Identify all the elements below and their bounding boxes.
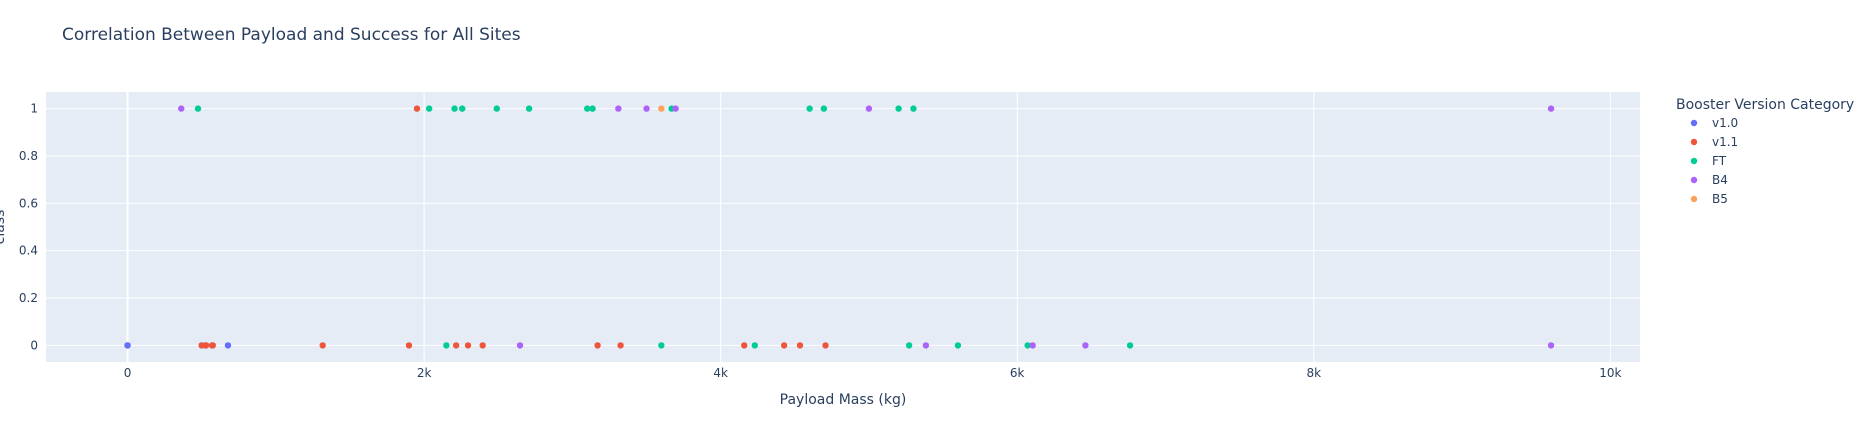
data-point[interactable] bbox=[459, 105, 466, 112]
data-point[interactable] bbox=[405, 342, 413, 349]
data-point[interactable] bbox=[319, 342, 326, 349]
legend-label: v1.1 bbox=[1712, 135, 1738, 149]
data-point[interactable] bbox=[1126, 342, 1134, 349]
x-tick-label: 0 bbox=[124, 366, 132, 380]
data-point[interactable] bbox=[194, 105, 202, 112]
data-point[interactable] bbox=[741, 342, 748, 349]
data-point[interactable] bbox=[905, 342, 913, 349]
y-tick-label: 1 bbox=[30, 102, 38, 116]
data-points[interactable] bbox=[124, 105, 1555, 349]
legend-item[interactable]: B5 bbox=[1690, 192, 1728, 206]
plot-area bbox=[46, 92, 1640, 362]
data-point[interactable] bbox=[425, 105, 433, 112]
y-tick-label: 0.8 bbox=[19, 149, 38, 163]
data-point[interactable] bbox=[865, 105, 873, 112]
chart-title: Correlation Between Payload and Success … bbox=[62, 25, 521, 45]
data-point[interactable] bbox=[525, 105, 533, 112]
data-point[interactable] bbox=[493, 105, 500, 112]
data-point[interactable] bbox=[1547, 105, 1555, 112]
data-point[interactable] bbox=[1082, 342, 1089, 349]
data-point[interactable] bbox=[1029, 342, 1036, 349]
data-point[interactable] bbox=[910, 105, 917, 112]
data-point[interactable] bbox=[452, 342, 460, 349]
legend-marker bbox=[1690, 138, 1698, 146]
legend-item[interactable]: v1.1 bbox=[1690, 135, 1738, 149]
grid-lines bbox=[46, 92, 1640, 362]
legend-title: Booster Version Category bbox=[1676, 97, 1854, 113]
x-tick-label: 4k bbox=[713, 366, 728, 380]
legend-marker bbox=[1690, 176, 1698, 184]
data-point[interactable] bbox=[178, 105, 185, 112]
data-point[interactable] bbox=[589, 105, 596, 112]
data-point[interactable] bbox=[224, 342, 232, 349]
data-point[interactable] bbox=[954, 342, 962, 349]
data-point[interactable] bbox=[617, 342, 624, 349]
data-point[interactable] bbox=[202, 342, 210, 349]
legend-label: v1.0 bbox=[1712, 116, 1738, 130]
y-tick-labels: 0 0.2 0.4 0.6 0.8 1 bbox=[19, 102, 38, 353]
y-tick-label: 0.6 bbox=[19, 196, 38, 210]
data-point[interactable] bbox=[124, 342, 131, 349]
y-tick-label: 0.4 bbox=[19, 244, 38, 258]
x-axis-label: Payload Mass (kg) bbox=[780, 392, 907, 408]
data-point[interactable] bbox=[594, 342, 601, 349]
data-point[interactable] bbox=[1024, 342, 1031, 349]
legend-item[interactable]: v1.0 bbox=[1690, 116, 1738, 130]
data-point[interactable] bbox=[658, 342, 665, 349]
x-tick-labels: 0 2k 4k 6k 8k 10k bbox=[124, 366, 1622, 380]
data-point[interactable] bbox=[413, 105, 421, 112]
legend-marker bbox=[1690, 157, 1698, 165]
data-point[interactable] bbox=[822, 342, 829, 349]
x-tick-label: 8k bbox=[1306, 366, 1321, 380]
data-point[interactable] bbox=[796, 342, 804, 349]
data-point[interactable] bbox=[895, 105, 902, 112]
legend-marker bbox=[1690, 195, 1698, 203]
legend-marker bbox=[1690, 119, 1698, 127]
data-point[interactable] bbox=[780, 342, 788, 349]
data-point[interactable] bbox=[922, 342, 930, 349]
y-tick-label: 0 bbox=[30, 338, 38, 352]
data-point[interactable] bbox=[209, 342, 217, 349]
y-tick-label: 0.2 bbox=[19, 291, 38, 305]
data-point[interactable] bbox=[443, 342, 450, 349]
data-point[interactable] bbox=[615, 105, 622, 112]
data-point[interactable] bbox=[820, 105, 828, 112]
data-point[interactable] bbox=[464, 342, 472, 349]
legend[interactable]: Booster Version Category v1.0 v1.1 FT B4 B5 bbox=[1676, 97, 1854, 206]
data-point[interactable] bbox=[672, 105, 679, 112]
data-point[interactable] bbox=[198, 342, 205, 349]
data-point[interactable] bbox=[584, 105, 591, 112]
data-point[interactable] bbox=[451, 105, 458, 112]
legend-label: B5 bbox=[1712, 192, 1728, 206]
data-point[interactable] bbox=[806, 105, 813, 112]
y-axis-label: class bbox=[0, 210, 8, 245]
data-point[interactable] bbox=[643, 105, 650, 112]
data-point[interactable] bbox=[1547, 342, 1555, 349]
data-point[interactable] bbox=[751, 342, 758, 349]
x-tick-label: 10k bbox=[1599, 366, 1621, 380]
legend-item[interactable]: FT bbox=[1690, 154, 1727, 168]
x-tick-label: 6k bbox=[1010, 366, 1025, 380]
x-tick-label: 2k bbox=[417, 366, 432, 380]
data-point[interactable] bbox=[658, 105, 665, 112]
legend-label: B4 bbox=[1712, 173, 1728, 187]
data-point[interactable] bbox=[516, 342, 524, 349]
data-point[interactable] bbox=[479, 342, 486, 349]
legend-label: FT bbox=[1712, 154, 1727, 168]
legend-item[interactable]: B4 bbox=[1690, 173, 1728, 187]
